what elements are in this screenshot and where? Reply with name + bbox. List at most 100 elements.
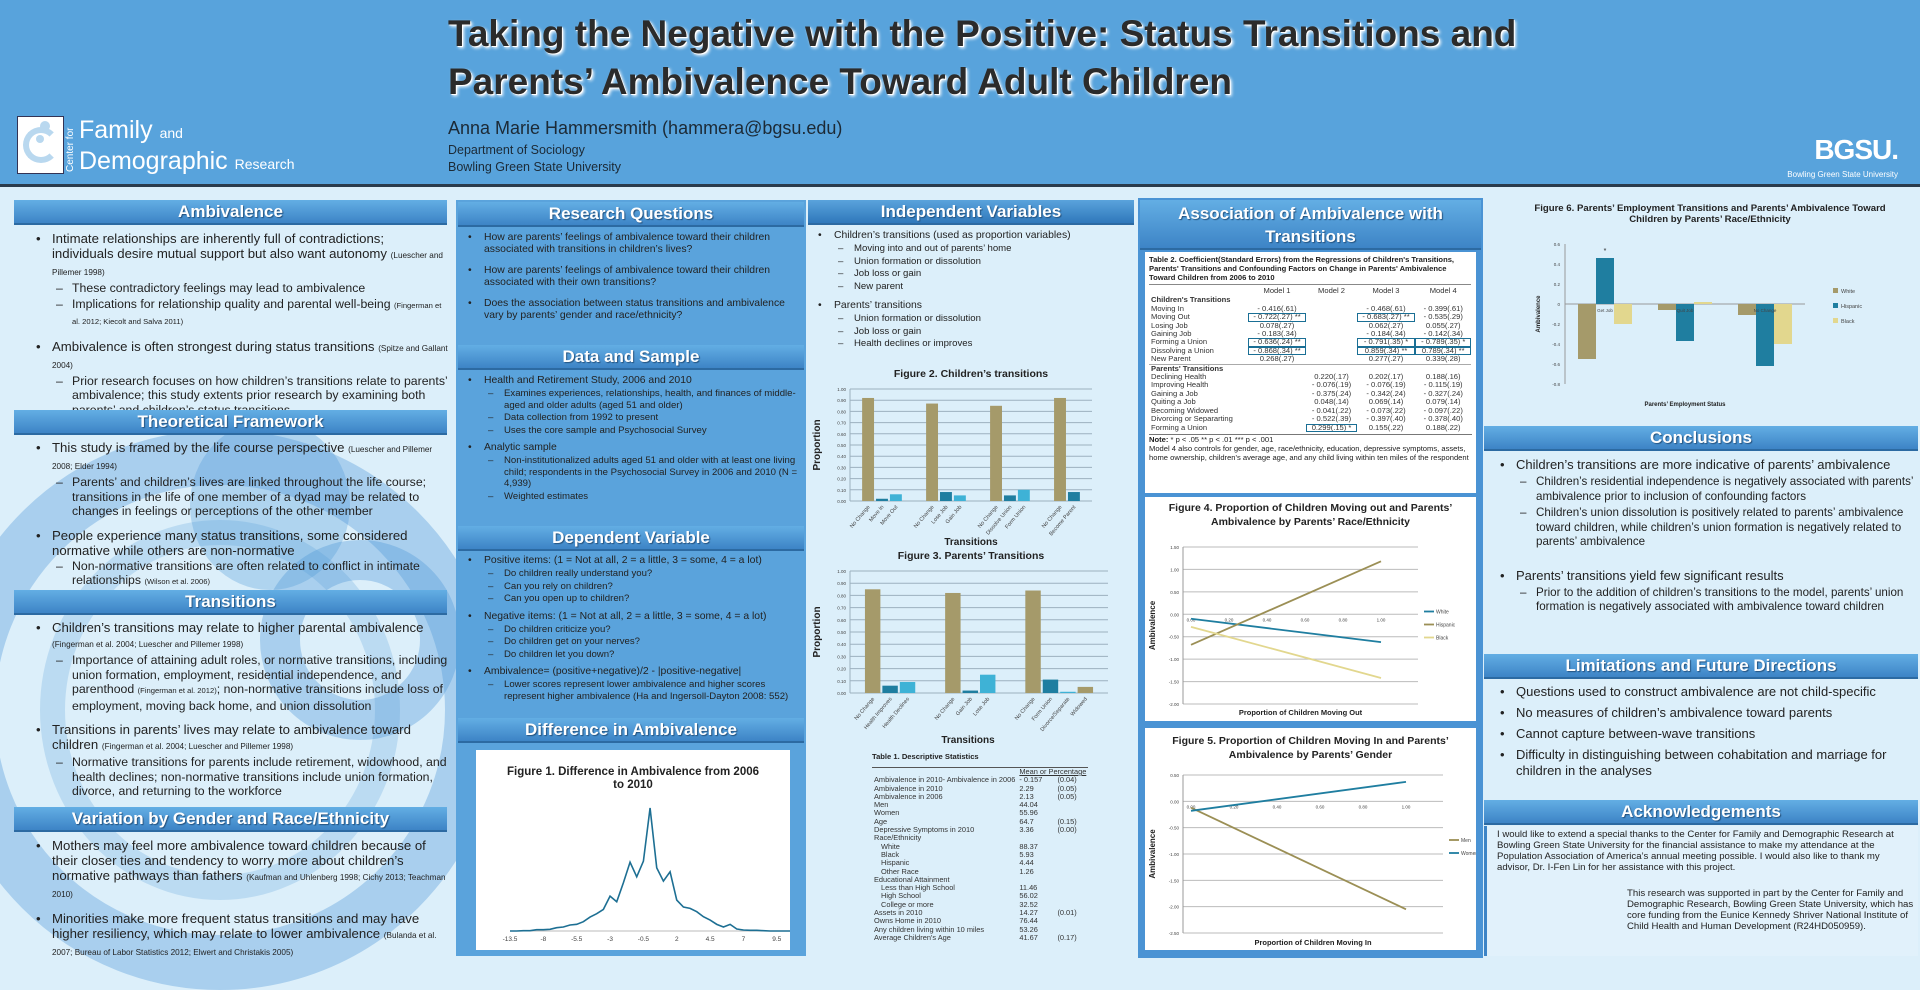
tick-label: -3 [607, 936, 613, 943]
figure-2-chart: 0.00 0.10 0.20 0.30 0.40 0.50 0.60 0.70 0.80 0.90… [812, 387, 1092, 548]
acknowledgement-funding: This research was supported in part by t… [1627, 888, 1914, 932]
row-label: Improving Health [1151, 380, 1209, 390]
tick-label: 0.80 [1339, 617, 1348, 622]
row-se [1055, 843, 1088, 851]
y-axis-title: Ambivalence [1148, 829, 1157, 879]
row-mean: 76.44 [1019, 916, 1038, 926]
row-se [1055, 834, 1088, 842]
data-sample-content: Health and Retirement Study, 2006 and 20… [462, 375, 802, 508]
bullet-text: Children’s transitions are more indicati… [1516, 457, 1891, 472]
tick-label: -1.00 [1169, 657, 1180, 662]
tick-label: 0.20 [1225, 617, 1234, 622]
sub-bullet-text: Do children get on your nerves? [504, 636, 640, 647]
figure-1-panel: Figure 1. Difference in Ambivalence from… [476, 750, 790, 950]
row-label: Losing Job [1151, 320, 1188, 330]
row-mean: 88.37 [1019, 841, 1038, 851]
figure-5-chart: -2.50 -2.00 -1.50 -1.00 -0.50 0.00 0.50 0.00 0.2… [1148, 773, 1476, 947]
coefficient-cell: 0.069(.14) [1368, 397, 1404, 407]
row-label: Forming a Union [1151, 337, 1208, 347]
coefficient-cell: - 0.076(.19) [1366, 380, 1406, 390]
table-row: White 88.37 [872, 841, 1088, 851]
citation: (Kaufman and Uhlenberg 1998; Cichy 2013;… [52, 873, 446, 899]
sub-list: Do children really understand you?Can yo… [484, 568, 802, 605]
sub-bullet-text: Parents’ and children’s lives are linked… [72, 475, 427, 518]
row-mean: 3.36 [1019, 825, 1034, 835]
tick-label: -0.5 [638, 936, 650, 943]
bullet-item: Mothers may feel more ambivalence toward… [30, 838, 448, 902]
bullet-text: Children’s transitions may relate to hig… [52, 620, 424, 635]
tick-label: 0.50 [837, 630, 846, 635]
section-header-ambivalence: Ambivalence [14, 200, 447, 225]
tick-label: -0.50 [1169, 826, 1180, 831]
row-mean: 11.46 [1019, 883, 1038, 893]
sub-list: Moving into and out of parents’ homeUnio… [834, 243, 1132, 292]
tick-label: 1.00 [1170, 567, 1179, 572]
ambivalence-content: Intimate relationships are inherently fu… [30, 231, 448, 426]
bar-black [1694, 302, 1712, 304]
row-mean: 5.93 [1019, 849, 1034, 859]
bar-white [1738, 304, 1756, 315]
section-header-research-questions: Research Questions [458, 202, 804, 227]
table-row: Gaining Job - 0.183(.34) - 0.184(.34) - 0.1… [1149, 329, 1471, 338]
bar [1077, 686, 1094, 693]
tick-label: 0.30 [837, 465, 846, 470]
title-line-2: Parents’ Ambivalence Toward Adult Childr… [448, 61, 1233, 102]
table-row: Age 64.7 (0.15) [872, 816, 1088, 826]
sub-bullet-item: Union formation or dissolution [834, 313, 1132, 325]
row-se [1055, 876, 1088, 884]
bullet-item: Ambivalence is often strongest during st… [30, 339, 448, 418]
row-mean: 1.26 [1019, 866, 1034, 876]
significance-marker: * [1604, 248, 1607, 255]
table-group-row: Parents' Transitions [1149, 363, 1471, 374]
row-mean: 2.13 [1019, 791, 1034, 801]
bullet-text: Cannot capture between-wave transitions [1516, 726, 1756, 741]
bar-label: Lose Job [972, 696, 991, 717]
coefficient-cell: - 0.073(.22) [1366, 405, 1406, 415]
row-se: (0.05) [1057, 783, 1077, 793]
table-1-title: Table 1. Descriptive Statistics [872, 752, 979, 761]
row-label: Dissolving a Union [1151, 345, 1214, 355]
tick-label: -8 [540, 936, 546, 943]
row-label: Ambivalence in 2006 [874, 791, 943, 801]
x-axis-title: Proportion of Children Moving In [1254, 938, 1371, 947]
row-label: Moving In [1151, 303, 1184, 313]
bullet-item: Negative items: (1 = Not at all, 2 = a l… [462, 611, 802, 661]
row-mean: 53.26 [1019, 924, 1038, 934]
row-label: Becoming Widowed [1151, 405, 1219, 415]
coefficient-cell: - 0.683(.27) ** [1356, 312, 1416, 322]
bullet-item: Children’s transitions are more indicati… [1494, 457, 1914, 550]
bullet-item: Analytic sample Non-institutionalized adu… [462, 442, 802, 502]
category-label: No Change [1754, 308, 1777, 313]
row-se: (0.15) [1057, 816, 1077, 826]
sub-bullet-item: Normative transitions for parents includ… [52, 755, 448, 799]
sub-bullet-text: Implications for relationship quality an… [72, 296, 394, 311]
coefficient-cell: - 0.535(.29) [1423, 312, 1463, 322]
row-se: (0.04) [1057, 775, 1077, 785]
coefficient-cell: - 0.468(.61) [1366, 303, 1406, 313]
table-row: Becoming Widowed - 0.041(.22) - 0.073(.22)… [1149, 405, 1471, 415]
university: Bowling Green State University [448, 160, 621, 174]
department: Department of Sociology [448, 143, 585, 157]
note-significance: * p < .05 ** p < .01 *** p < .001 [1168, 434, 1274, 444]
tick-label: 0.4 [1554, 262, 1561, 267]
tick-label: -1.50 [1169, 878, 1180, 883]
tick-label: 0.50 [1170, 773, 1179, 778]
sub-bullet-text: ; non-normative transitions include loss… [72, 682, 443, 713]
section-header-data-sample: Data and Sample [458, 345, 804, 370]
coefficient-cell: 0.277(.27) [1368, 354, 1404, 364]
tick-label: 0.00 [837, 691, 846, 696]
legend-label: Hispanic [1841, 304, 1862, 310]
bullet-text: Transitions in parents’ lives may relate… [52, 722, 411, 752]
x-axis-title: Proportion of Children Moving Out [1239, 708, 1363, 717]
series-line-white [1190, 617, 1382, 643]
table-group-row: Children's Transitions [1149, 295, 1471, 304]
coefficient-cell: 0.062(.27) [1368, 320, 1404, 330]
bar [862, 397, 875, 501]
sub-bullet-item: Do children really understand you? [484, 568, 802, 580]
tick-label: 0.00 [1170, 612, 1179, 617]
row-mean: 2.29 [1019, 783, 1034, 793]
bar-white [1658, 304, 1676, 310]
table-row: Less than High School 11.46 [872, 883, 1088, 893]
citation: (Fingerman et al. 2004; Luescher and Pil… [52, 640, 244, 649]
coefficient-cell [1306, 347, 1356, 355]
